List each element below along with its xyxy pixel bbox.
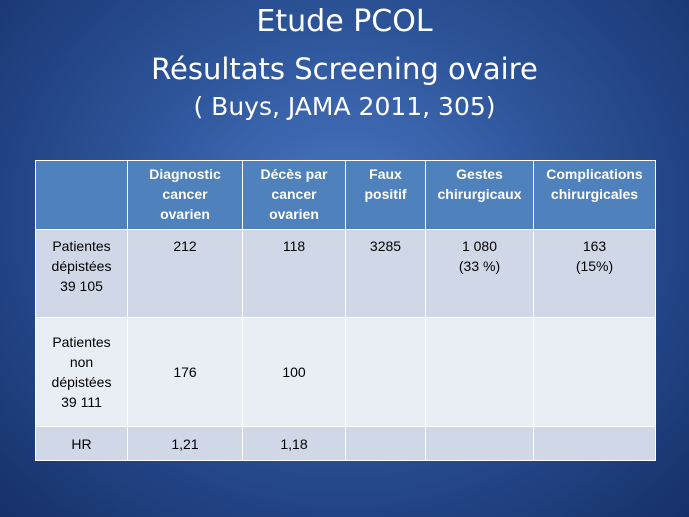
column-header: Complications chirurgicales bbox=[533, 160, 656, 230]
table-row: Patientes non dépistées 39 111 176 100 bbox=[35, 316, 656, 428]
table-cell bbox=[425, 426, 534, 461]
subtitle: ( Buys, JAMA 2011, 305) bbox=[193, 92, 496, 121]
table-cell bbox=[345, 426, 426, 461]
title: Résultats Screening ovaire bbox=[151, 52, 538, 86]
table-row: HR 1,21 1,18 bbox=[35, 426, 656, 461]
table-cell: 1,21 bbox=[127, 426, 243, 461]
table-cell: 1,18 bbox=[242, 426, 346, 461]
table-row: Patientes dépistées 39 105 212 118 3285 1 08… bbox=[35, 229, 656, 318]
table-cell: 163 (15%) bbox=[533, 229, 656, 318]
results-table: Diagnostic cancer ovarien Décès par cance… bbox=[35, 160, 656, 461]
table-cell bbox=[533, 426, 656, 461]
column-header: Diagnostic cancer ovarien bbox=[127, 160, 243, 230]
row-header: Patientes dépistées 39 105 bbox=[35, 229, 128, 318]
table-cell: 176 bbox=[127, 316, 243, 428]
column-header: Faux positif bbox=[345, 160, 426, 230]
column-header: Gestes chirurgicaux bbox=[425, 160, 534, 230]
table-cell: 100 bbox=[242, 316, 346, 428]
title: Etude PCOL bbox=[256, 4, 433, 39]
table-cell bbox=[345, 316, 426, 428]
table-cell: 212 bbox=[127, 229, 243, 318]
column-header: Décès par cancer ovarien bbox=[242, 160, 346, 230]
header-row: Diagnostic cancer ovarien Décès par cance… bbox=[35, 160, 656, 230]
table-cell bbox=[425, 316, 534, 428]
table-cell: 3285 bbox=[345, 229, 426, 318]
row-header: HR bbox=[35, 426, 128, 461]
row-header: Patientes non dépistées 39 111 bbox=[35, 316, 128, 428]
column-header bbox=[35, 160, 128, 230]
table-cell: 1 080 (33 %) bbox=[425, 229, 534, 318]
table-cell bbox=[533, 316, 656, 428]
table-cell: 118 bbox=[242, 229, 346, 318]
